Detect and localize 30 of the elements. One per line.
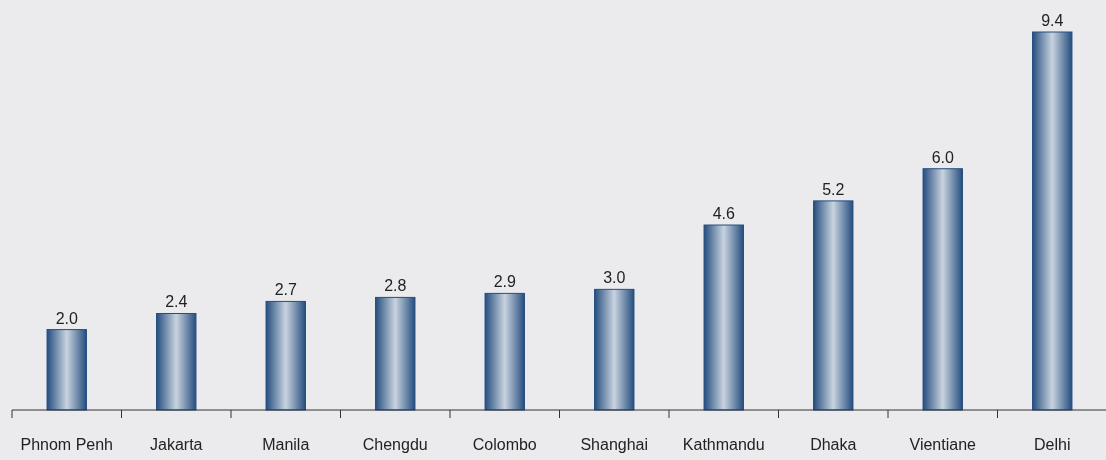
bar [46, 329, 87, 411]
bar [1032, 31, 1073, 411]
bar [156, 312, 197, 411]
bar [813, 200, 854, 411]
data-label: 2.9 [493, 273, 516, 291]
x-tick-label: Dhaka [810, 436, 857, 453]
x-tick-label: Vientiane [909, 436, 977, 453]
data-label: 2.0 [55, 309, 78, 327]
bar [375, 296, 416, 411]
x-tick-label: Kathmandu [682, 436, 765, 453]
bar [265, 300, 306, 411]
data-label: 2.7 [274, 281, 297, 299]
data-label: 4.6 [712, 205, 735, 223]
x-tick-label: Delhi [1034, 436, 1071, 453]
x-tick-label: Jakarta [150, 436, 203, 453]
data-label: 6.0 [931, 148, 954, 166]
bar [484, 292, 525, 411]
x-tick-label: Chengdu [362, 436, 428, 453]
data-label: 9.4 [1041, 12, 1064, 29]
bar [922, 168, 963, 411]
bar [703, 224, 744, 411]
x-tick-label: Phnom Penh [20, 436, 114, 453]
data-label: 2.4 [165, 293, 188, 311]
data-label: 5.2 [822, 180, 845, 198]
bar [594, 288, 635, 411]
data-label: 2.8 [384, 277, 407, 295]
data-label: 3.0 [603, 269, 626, 287]
x-tick-label: Manila [262, 436, 310, 453]
x-tick-label: Colombo [472, 436, 537, 453]
x-tick-label: Shanghai [580, 436, 649, 453]
